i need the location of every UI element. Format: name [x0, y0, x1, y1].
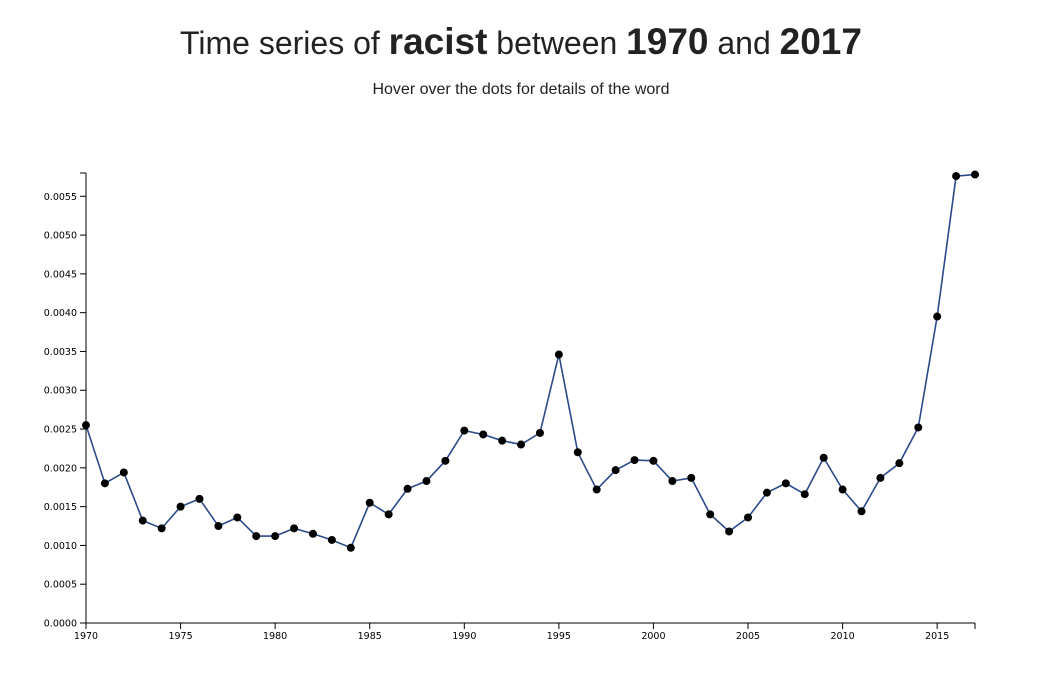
- data-point[interactable]: [971, 170, 979, 179]
- data-point[interactable]: [914, 423, 923, 432]
- data-point[interactable]: [573, 448, 582, 457]
- data-point[interactable]: [422, 477, 431, 486]
- data-point[interactable]: [157, 524, 166, 533]
- chart-title: Time series of racist between 1970 and 2…: [0, 16, 1042, 69]
- title-prefix: Time series of: [180, 25, 380, 61]
- x-tick-label: 2005: [736, 631, 760, 642]
- data-point[interactable]: [725, 527, 734, 536]
- data-point[interactable]: [460, 426, 469, 435]
- data-point[interactable]: [271, 532, 280, 541]
- y-tick-label: 0.0030: [44, 386, 77, 397]
- data-point[interactable]: [517, 440, 526, 449]
- data-point[interactable]: [952, 172, 961, 181]
- x-axis: 1970 1975 1980 1985 1990 1995 2000 2005 2010 2015: [74, 622, 976, 642]
- data-point[interactable]: [214, 522, 223, 531]
- y-tick-label: 0.0015: [44, 502, 77, 513]
- data-point[interactable]: [346, 543, 355, 552]
- data-point[interactable]: [630, 456, 639, 465]
- data-point[interactable]: [100, 479, 109, 488]
- data-point[interactable]: [781, 479, 790, 488]
- title-start-year: 1970: [626, 21, 709, 62]
- y-axis: 0.0000 0.0005 0.0010 0.0015 0.0020 0.0025 0.00…: [44, 172, 87, 630]
- x-tick-label: 1980: [263, 631, 287, 642]
- x-tick-label: 1970: [74, 631, 98, 642]
- chart-subtitle: Hover over the dots for details of the w…: [372, 81, 670, 98]
- y-tick-label: 0.0045: [44, 269, 77, 280]
- series-racist: [82, 170, 979, 552]
- data-point[interactable]: [933, 312, 942, 321]
- data-point[interactable]: [82, 421, 90, 430]
- data-point[interactable]: [706, 510, 715, 519]
- data-point[interactable]: [252, 532, 261, 541]
- data-point[interactable]: [762, 488, 771, 497]
- data-point[interactable]: [195, 494, 204, 503]
- data-point[interactable]: [649, 456, 658, 465]
- data-point[interactable]: [498, 436, 507, 445]
- title-and: and: [717, 25, 771, 61]
- x-tick-label: 2010: [831, 631, 855, 642]
- y-tick-label: 0.0020: [44, 463, 77, 474]
- data-point[interactable]: [611, 466, 620, 475]
- data-point[interactable]: [819, 453, 828, 462]
- data-point[interactable]: [384, 510, 393, 519]
- x-tick-label: 1975: [168, 631, 192, 642]
- data-point[interactable]: [233, 513, 242, 522]
- x-tick-label: 2015: [925, 631, 949, 642]
- y-tick-label: 0.0040: [44, 308, 77, 319]
- data-point[interactable]: [308, 529, 317, 538]
- y-tick-label: 0.0000: [44, 619, 77, 630]
- x-tick-label: 2000: [641, 631, 665, 642]
- y-tick-label: 0.0055: [44, 192, 77, 203]
- y-tick-label: 0.0035: [44, 347, 77, 358]
- data-point[interactable]: [119, 468, 128, 477]
- y-tick-label: 0.0010: [44, 541, 77, 552]
- data-point[interactable]: [876, 473, 885, 482]
- data-point[interactable]: [327, 535, 336, 544]
- data-point[interactable]: [441, 456, 450, 465]
- data-point[interactable]: [800, 490, 809, 499]
- data-point[interactable]: [592, 485, 601, 494]
- title-mid: between: [496, 25, 618, 61]
- data-point[interactable]: [687, 473, 696, 482]
- data-point[interactable]: [176, 502, 185, 511]
- x-tick-label: 1995: [547, 631, 571, 642]
- data-point[interactable]: [744, 513, 753, 522]
- y-tick-label: 0.0025: [44, 425, 77, 436]
- data-point[interactable]: [535, 428, 544, 437]
- title-end-year: 2017: [779, 21, 862, 62]
- data-point[interactable]: [554, 350, 563, 359]
- x-tick-label: 1985: [358, 631, 382, 642]
- y-tick-label: 0.0050: [44, 231, 77, 242]
- x-tick-label: 1990: [452, 631, 476, 642]
- data-point[interactable]: [857, 507, 866, 516]
- data-point[interactable]: [138, 516, 147, 525]
- y-tick-label: 0.0005: [44, 580, 77, 591]
- data-point[interactable]: [290, 524, 299, 533]
- data-point[interactable]: [895, 459, 904, 468]
- data-point[interactable]: [403, 484, 412, 493]
- data-point[interactable]: [365, 498, 374, 507]
- data-point[interactable]: [838, 485, 847, 494]
- data-point[interactable]: [479, 430, 488, 439]
- data-point[interactable]: [668, 477, 677, 486]
- title-word: racist: [388, 21, 488, 62]
